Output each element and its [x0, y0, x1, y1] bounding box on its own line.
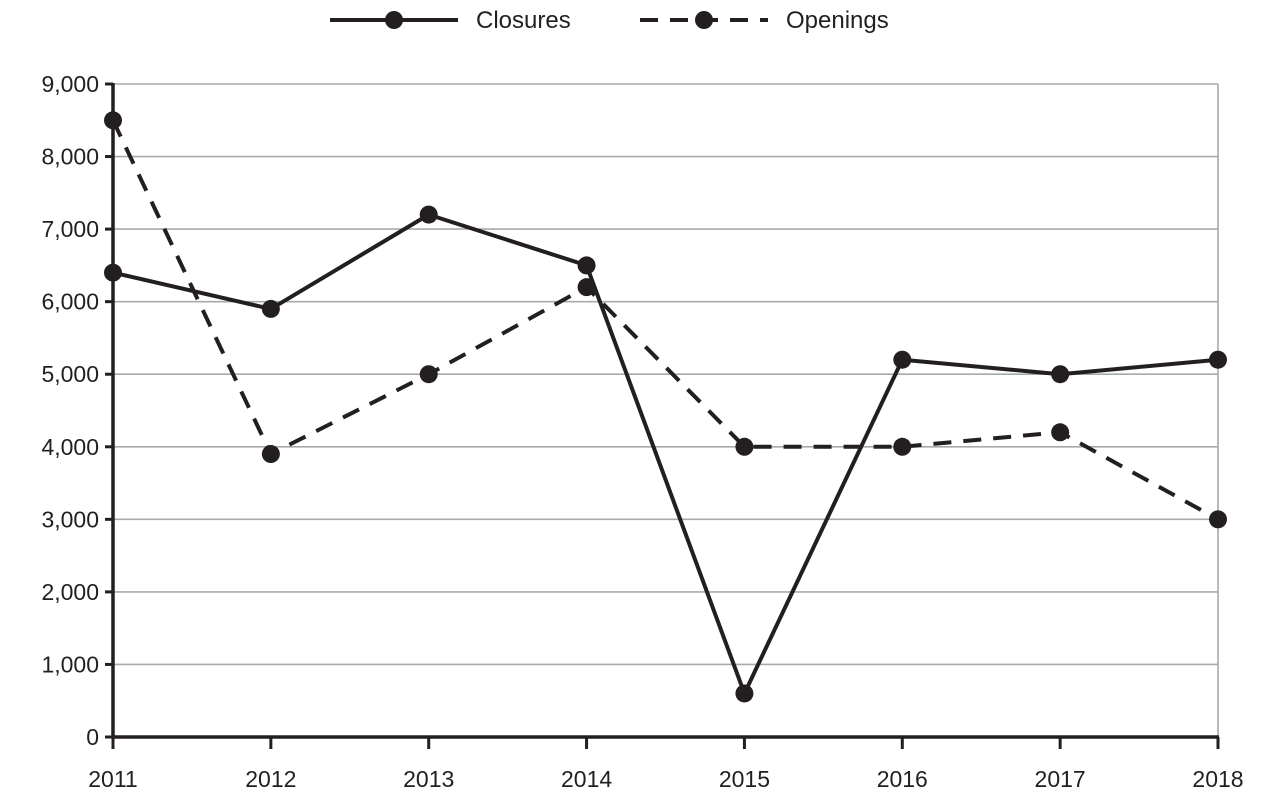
y-tick-label: 6,000: [41, 289, 99, 315]
openings-line: [111, 119, 1219, 522]
closures-point: [735, 684, 754, 703]
closures-point: [893, 350, 912, 369]
closures-point: [261, 299, 280, 318]
x-tick-label: 2018: [1192, 766, 1243, 792]
closures-point: [1209, 350, 1227, 369]
legend-closures-label: Closures: [476, 7, 571, 34]
legend-closures-marker: [385, 11, 403, 29]
series-markers: [104, 111, 1227, 703]
y-tick-label: 9,000: [41, 71, 99, 97]
y-tick-label: 8,000: [41, 144, 99, 170]
series-lines: [111, 119, 1219, 696]
gridlines: [113, 83, 1219, 737]
openings-point: [1209, 510, 1227, 529]
openings-point: [893, 437, 912, 456]
y-tick-label: 2,000: [41, 579, 99, 605]
closures-line: [112, 212, 1219, 696]
y-tick-label: 3,000: [41, 506, 99, 532]
openings-point: [735, 437, 754, 456]
y-tick-label: 0: [86, 724, 99, 750]
legend-openings-marker: [695, 11, 713, 29]
openings-point: [1051, 423, 1070, 442]
y-tick-label: 1,000: [41, 651, 99, 677]
y-tick-label: 7,000: [41, 216, 99, 242]
y-tick-label: 5,000: [41, 361, 99, 387]
closures-point: [1051, 365, 1070, 384]
x-tick-label: 2016: [877, 766, 928, 792]
closures-point: [577, 256, 596, 275]
x-tick-label: 2013: [403, 766, 454, 792]
x-tick-label: 2012: [245, 766, 296, 792]
closures-point: [419, 205, 438, 224]
openings-point: [577, 278, 596, 297]
x-tick-label: 2015: [719, 766, 770, 792]
y-tick-label: 4,000: [41, 434, 99, 460]
openings-point: [104, 111, 122, 130]
legend-openings-label: Openings: [786, 7, 889, 34]
openings-point: [261, 445, 280, 464]
legend: Closures Openings: [330, 7, 889, 34]
axes: 0 1,000 2,000 3,000 4,000 5,000 6,000 7,000 8,00…: [41, 71, 1243, 792]
x-tick-label: 2011: [88, 766, 137, 792]
x-tick-label: 2014: [561, 766, 612, 792]
x-tick-label: 2017: [1035, 766, 1086, 792]
closures-point: [104, 263, 122, 282]
openings-point: [419, 365, 438, 384]
